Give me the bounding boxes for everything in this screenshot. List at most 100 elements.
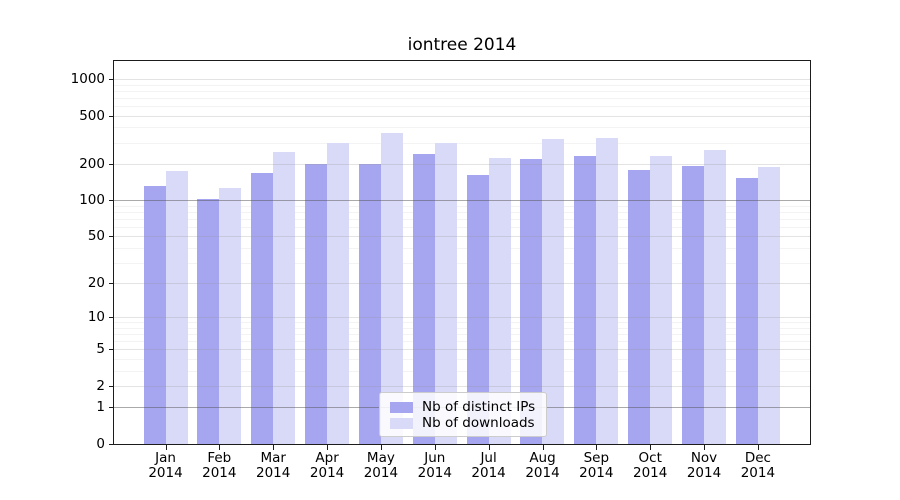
bar-distinct-ips-sep: [574, 156, 597, 444]
x-tick-mark: [650, 445, 652, 450]
x-tick-month: Jun: [424, 450, 446, 466]
y-tick-label: 20: [87, 275, 105, 292]
x-tick-label-jun: Jun 2014: [403, 451, 467, 481]
gridline-minor: [114, 341, 810, 343]
y-tick-mark: [109, 236, 114, 238]
y-tick-mark: [109, 283, 114, 285]
bar-distinct-ips-mar: [251, 173, 274, 444]
minor-gridlines-layer: [114, 61, 810, 444]
x-tick-year: 2014: [633, 465, 668, 481]
x-tick-mark: [273, 445, 275, 450]
y-tick-label: 50: [87, 228, 105, 245]
gridline-minor: [114, 218, 810, 220]
y-tick-mark: [109, 444, 114, 445]
bar-downloads-sep: [596, 138, 619, 444]
bar-downloads-aug: [542, 139, 565, 444]
y-tick-label: 1: [96, 399, 105, 416]
gridline-major: [114, 283, 810, 285]
x-tick-label-sep: Sep 2014: [564, 451, 628, 481]
x-tick-label-oct: Oct 2014: [618, 451, 682, 481]
x-tick-month: Dec: [744, 450, 771, 466]
y-tick-mark: [109, 317, 114, 319]
bar-distinct-ips-jan: [143, 186, 166, 444]
x-tick-year: 2014: [417, 465, 452, 481]
y-tick-mark: [109, 163, 114, 165]
legend-swatch-distinct-ips: [390, 401, 413, 413]
x-tick-year: 2014: [740, 465, 776, 481]
gridline-major: [114, 386, 810, 387]
gridline-major: [114, 115, 810, 117]
gridline-major: [114, 163, 810, 165]
bar-downloads-feb: [219, 187, 242, 444]
x-tick-label-jan: Jan 2014: [134, 451, 198, 481]
bar-distinct-ips-may: [358, 163, 381, 444]
x-tick-year: 2014: [579, 465, 614, 481]
gridline-minor: [114, 247, 810, 249]
y-tick-mark: [109, 407, 114, 409]
y-tick-mark: [109, 200, 114, 202]
x-tick-mark: [704, 445, 705, 450]
x-tick-month: May: [366, 450, 395, 466]
gridline-minor: [114, 334, 810, 336]
bar-distinct-ips-apr: [305, 163, 328, 444]
gridline-major: [114, 79, 810, 80]
x-tick-year: 2014: [309, 465, 345, 481]
gridline-major: [114, 200, 810, 202]
gridline-minor: [114, 262, 810, 264]
bar-downloads-may: [380, 133, 403, 444]
legend: Nb of distinct IPs Nb of downloads: [379, 392, 547, 437]
x-tick-month: Sep: [583, 450, 610, 466]
x-tick-year: 2014: [256, 465, 291, 481]
bar-downloads-jan: [165, 170, 188, 444]
gridline-minor: [114, 105, 810, 107]
x-tick-mark: [542, 445, 544, 450]
y-tick-mark: [109, 115, 114, 117]
bar-distinct-ips-nov: [682, 166, 704, 444]
bars-layer: [114, 61, 810, 444]
chart-title: iontree 2014: [407, 35, 517, 55]
x-tick-label-apr: Apr 2014: [295, 451, 359, 481]
plot-area: Nb of distinct IPs Nb of downloads: [113, 60, 811, 445]
gridline-major: [114, 349, 810, 351]
y-tick-label: 5: [96, 341, 105, 358]
y-tick-mark: [109, 349, 114, 351]
gridline-minor: [114, 127, 810, 129]
legend-item-distinct-ips: Nb of distinct IPs: [390, 399, 546, 415]
x-tick-label-jul: Jul 2014: [457, 451, 521, 481]
x-tick-mark: [488, 445, 490, 450]
bar-downloads-oct: [650, 156, 673, 444]
y-tick-mark: [109, 386, 114, 387]
y-tick-label: 2: [96, 378, 105, 394]
x-tick-label-mar: Mar 2014: [241, 451, 305, 481]
bar-distinct-ips-feb: [197, 199, 220, 444]
bar-downloads-jul: [488, 158, 511, 444]
x-tick-year: 2014: [525, 465, 560, 481]
y-tick-label: 10: [87, 309, 105, 326]
gridline-major: [114, 317, 810, 319]
x-tick-mark: [327, 445, 329, 450]
x-tick-year: 2014: [202, 465, 237, 481]
gridline-minor: [114, 211, 810, 213]
bar-distinct-ips-aug: [520, 159, 543, 444]
y-tick-label: 100: [79, 192, 105, 209]
y-tick-label: 500: [79, 107, 105, 124]
x-tick-mark: [380, 445, 382, 450]
x-tick-year: 2014: [363, 465, 399, 481]
gridline-minor: [114, 205, 810, 207]
y-tick-label: 1000: [70, 71, 105, 87]
bar-distinct-ips-oct: [628, 169, 651, 444]
x-tick-mark: [757, 445, 759, 450]
gridline-minor: [114, 142, 810, 144]
legend-label-distinct-ips: Nb of distinct IPs: [422, 399, 536, 415]
x-tick-label-may: May 2014: [349, 451, 413, 481]
y-tick-label: 200: [79, 155, 105, 172]
x-tick-month: Aug: [529, 450, 556, 466]
x-tick-month: Jan: [155, 450, 176, 466]
bar-distinct-ips-jul: [466, 174, 489, 444]
legend-item-downloads: Nb of downloads: [390, 415, 546, 431]
x-tick-month: Mar: [260, 450, 286, 466]
x-tick-year: 2014: [686, 465, 722, 481]
gridline-minor: [114, 97, 810, 99]
bar-distinct-ips-jun: [412, 154, 435, 444]
